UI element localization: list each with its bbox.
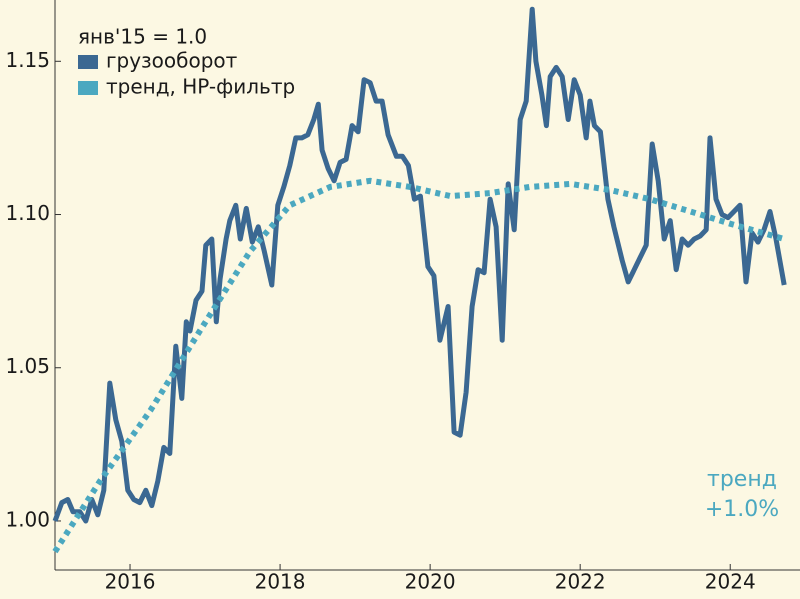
legend-label: грузооборот: [106, 49, 238, 73]
x-tick-label: 2016: [105, 570, 156, 594]
line-series: [52, 6, 787, 524]
legend-label: тренд, HP-фильтр: [106, 75, 295, 99]
annotation: тренд: [707, 467, 777, 492]
x-tick-label: 2020: [405, 570, 456, 594]
y-tick-label: 1.10: [5, 201, 50, 225]
y-tick-label: 1.00: [5, 507, 50, 531]
annotation: +1.0%: [705, 497, 779, 522]
legend-swatch: [78, 81, 98, 95]
x-tick-label: 2022: [555, 570, 606, 594]
x-tick-label: 2018: [255, 570, 306, 594]
legend-swatch: [78, 55, 98, 69]
y-tick-label: 1.15: [5, 48, 50, 72]
y-tick-label: 1.05: [5, 354, 50, 378]
x-tick-label: 2024: [705, 570, 756, 594]
line-series: [52, 177, 786, 554]
legend-title: янв'15 = 1.0: [78, 25, 207, 49]
